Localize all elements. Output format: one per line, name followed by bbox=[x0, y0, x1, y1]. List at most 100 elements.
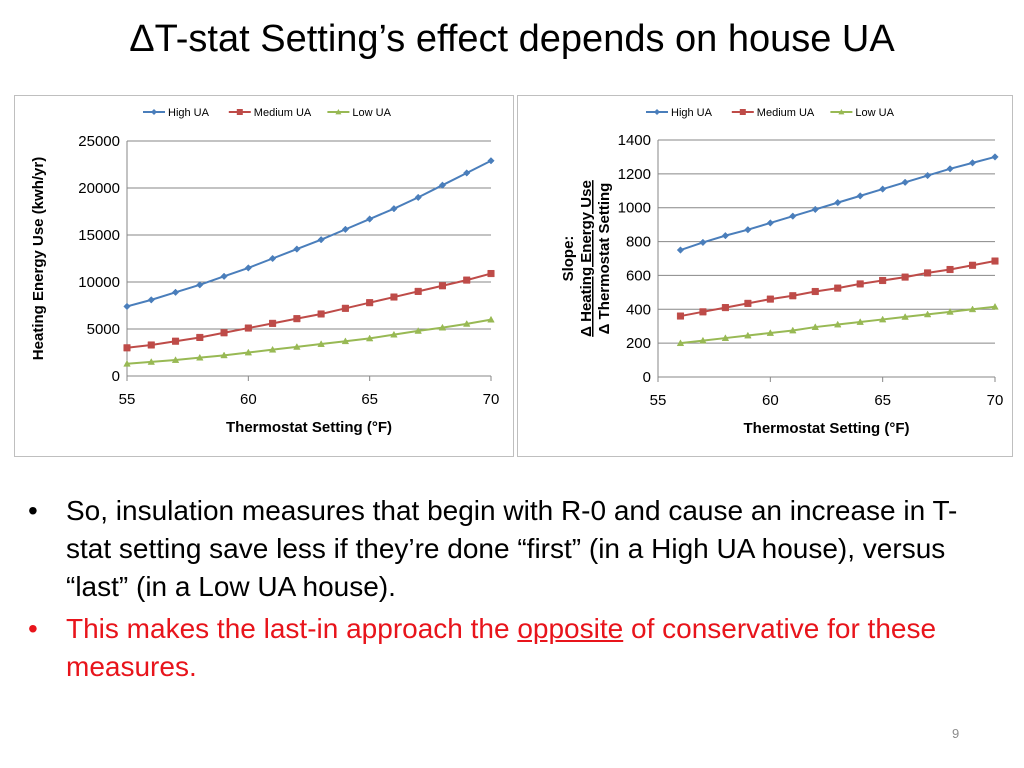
chart2-y-tick-label: 1000 bbox=[618, 200, 651, 217]
chart1-data-point bbox=[147, 358, 155, 365]
heating-energy-chart: 0 5000 10000 15000 20000 25000 55 60 65 70 Thermos… bbox=[14, 95, 514, 457]
bullet-marker: • bbox=[28, 495, 38, 526]
chart1-y-tick-label: 0 bbox=[112, 368, 120, 385]
chart1-data-point bbox=[317, 340, 325, 347]
chart1-data-point bbox=[487, 269, 495, 278]
chart1-data-point bbox=[244, 324, 252, 332]
chart2-data-point bbox=[901, 313, 909, 320]
chart1-data-point bbox=[487, 315, 495, 323]
chart2-y-tick-label: 200 bbox=[626, 335, 651, 352]
chart2-data-point bbox=[968, 261, 977, 269]
chart2-legend-marker bbox=[739, 109, 746, 115]
chart1-data-point bbox=[365, 334, 374, 342]
chart2-legend-label: Low UA bbox=[855, 107, 894, 119]
chart2-data-point bbox=[789, 292, 797, 300]
chart1-data-point bbox=[123, 359, 131, 367]
chart1-data-point bbox=[123, 302, 131, 311]
chart2-legend-marker bbox=[654, 109, 660, 115]
chart1-data-point bbox=[220, 272, 228, 281]
chart2-data-point bbox=[789, 326, 797, 334]
chart1-legend-marker bbox=[335, 109, 342, 115]
bullet-text-1: So, insulation measures that begin with … bbox=[66, 495, 958, 602]
chart1-data-point bbox=[317, 310, 325, 318]
chart2-data-point bbox=[924, 269, 932, 277]
chart2-data-point bbox=[879, 276, 887, 285]
chart1-data-point bbox=[293, 245, 301, 253]
chart1-data-point bbox=[366, 299, 374, 307]
bullet-item-2: • This makes the last-in approach the op… bbox=[28, 610, 988, 686]
bullet-item-1: • So, insulation measures that begin wit… bbox=[28, 492, 988, 606]
chart1-data-point bbox=[487, 157, 495, 165]
chart1-series-line-high-ua bbox=[126, 159, 492, 308]
chart1-legend-marker bbox=[236, 109, 243, 115]
chart2-data-point bbox=[946, 308, 954, 315]
chart1-data-point bbox=[147, 296, 155, 304]
chart1-legend-entry: Medium UA bbox=[228, 107, 312, 119]
slope-chart: 0 200 400 600 800 1000 1200 1400 55 60 65 70 Thermos… bbox=[517, 95, 1013, 457]
chart2-legend-entry: Low UA bbox=[830, 107, 895, 119]
chart2-data-point bbox=[699, 336, 707, 344]
chart1-data-point bbox=[341, 304, 349, 312]
chart1-data-point bbox=[171, 337, 180, 345]
chart1-data-point bbox=[438, 181, 447, 189]
bullet-text-2-start: This makes the last-in approach the bbox=[66, 613, 518, 644]
chart2-y-tick-label: 600 bbox=[626, 267, 651, 284]
chart1-x-tick-label: 60 bbox=[240, 391, 257, 408]
chart2-data-point bbox=[676, 339, 685, 347]
chart2-data-point bbox=[923, 310, 932, 318]
chart1-data-point bbox=[293, 343, 301, 350]
chart1-data-point bbox=[390, 293, 398, 301]
chart1-x-tick-label: 70 bbox=[483, 391, 500, 408]
chart1-y-axis-title: Heating Energy Use (kwh/yr) bbox=[30, 157, 47, 360]
chart2-data-point bbox=[968, 159, 977, 167]
chart1-data-point bbox=[268, 345, 277, 353]
chart1-data-point bbox=[390, 205, 398, 213]
chart2-data-point bbox=[878, 315, 887, 323]
chart1-data-point bbox=[196, 281, 204, 289]
chart1-series-line-medium-ua bbox=[126, 272, 492, 349]
chart1-data-point bbox=[317, 236, 325, 244]
chart2-data-point bbox=[721, 231, 730, 240]
chart2-legend-entry: Medium UA bbox=[731, 107, 815, 119]
chart2-data-point bbox=[789, 212, 797, 220]
chart2-data-point bbox=[744, 299, 752, 307]
chart2-data-point bbox=[766, 329, 775, 336]
chart2-data-point bbox=[811, 323, 819, 330]
chart2-data-point bbox=[744, 226, 752, 234]
chart1-series-line-low-ua bbox=[126, 318, 492, 365]
chart2-data-point bbox=[946, 165, 954, 173]
chart2-y-tick-label: 1400 bbox=[618, 132, 651, 149]
chart2-data-point bbox=[968, 305, 977, 313]
chart1-data-point bbox=[244, 348, 253, 356]
chart1-data-point bbox=[293, 315, 301, 323]
chart1-data-point bbox=[463, 169, 471, 177]
chart2-data-point bbox=[766, 295, 774, 303]
chart1-data-point bbox=[196, 353, 204, 361]
chart2-data-point bbox=[721, 304, 729, 312]
chart1-y-tick-label: 10000 bbox=[78, 274, 120, 291]
chart1-legend-entry: High UA bbox=[143, 107, 210, 119]
bullet-marker: • bbox=[28, 613, 38, 644]
chart1-data-point bbox=[438, 323, 447, 331]
chart2-data-point bbox=[991, 257, 999, 265]
chart1-data-point bbox=[123, 344, 131, 352]
chart2-x-axis-title: Thermostat Setting (°F) bbox=[744, 420, 910, 437]
page-number: 9 bbox=[952, 726, 960, 741]
chart1-data-point bbox=[366, 215, 374, 223]
chart1-y-tick-label: 15000 bbox=[78, 227, 120, 244]
chart2-data-point bbox=[834, 320, 842, 328]
chart2-data-point bbox=[744, 331, 752, 339]
chart1-data-point bbox=[463, 276, 471, 284]
chart2-y-tick-label: 800 bbox=[626, 234, 651, 251]
chart1-y-tick-label: 5000 bbox=[87, 321, 120, 338]
chart1-data-point bbox=[171, 288, 180, 296]
chart2-data-point bbox=[856, 280, 864, 288]
chart2-data-point bbox=[856, 192, 864, 200]
chart1-data-point bbox=[196, 333, 204, 342]
chart1-data-point bbox=[220, 351, 228, 359]
chart1-legend-label: High UA bbox=[168, 107, 210, 119]
chart2-data-point bbox=[834, 284, 842, 292]
chart2-data-point bbox=[721, 334, 730, 341]
chart2-x-tick-label: 55 bbox=[650, 392, 667, 409]
chart2-data-point bbox=[901, 178, 909, 186]
